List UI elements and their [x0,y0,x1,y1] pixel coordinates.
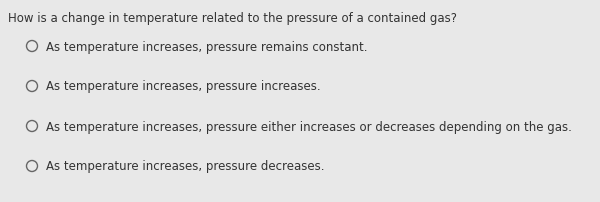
Text: As temperature increases, pressure increases.: As temperature increases, pressure incre… [46,80,320,93]
Text: As temperature increases, pressure decreases.: As temperature increases, pressure decre… [46,160,325,173]
Text: As temperature increases, pressure either increases or decreases depending on th: As temperature increases, pressure eithe… [46,120,572,133]
Text: How is a change in temperature related to the pressure of a contained gas?: How is a change in temperature related t… [8,12,457,25]
Text: As temperature increases, pressure remains constant.: As temperature increases, pressure remai… [46,40,367,53]
